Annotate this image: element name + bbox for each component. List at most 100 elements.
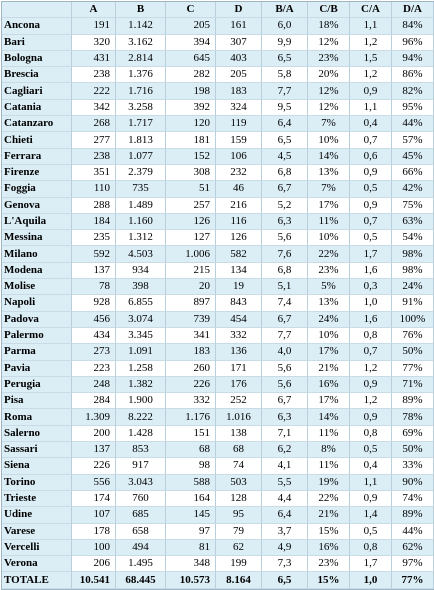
- b-cell: 2.814: [116, 50, 166, 68]
- c-cell: 260: [166, 360, 216, 377]
- b-over-a-cell: 6,4: [262, 116, 308, 133]
- c-cell: 183: [166, 344, 216, 361]
- d-cell: 324: [216, 99, 262, 117]
- b-over-a-cell: 3,7: [262, 523, 308, 540]
- c-over-a-cell: 0,8: [350, 539, 392, 557]
- city-cell: Catania: [2, 99, 72, 117]
- c-cell: 257: [166, 197, 216, 214]
- b-cell: 6.855: [116, 295, 166, 312]
- d-over-a-cell: 33%: [392, 458, 434, 475]
- city-cell: Ancona: [2, 18, 72, 35]
- d-over-a-cell: 74%: [392, 490, 434, 508]
- c-over-b-cell: 18%: [308, 18, 350, 35]
- b-over-a-cell: 5,6: [262, 230, 308, 247]
- table-row: Cagliari 222 1.716 198 183 7,7 12% 0,9 82%: [2, 83, 434, 100]
- b-over-a-cell: 4,5: [262, 148, 308, 165]
- d-cell: 134: [216, 262, 262, 280]
- d-cell: 1.016: [216, 409, 262, 426]
- b-over-a-cell: 7,3: [262, 556, 308, 573]
- b-cell: 398: [116, 279, 166, 296]
- header-city: [2, 2, 72, 19]
- d-over-a-cell: 82%: [392, 83, 434, 100]
- b-over-a-cell: 6,7: [262, 181, 308, 198]
- a-cell: 320: [72, 34, 116, 51]
- city-cell: Molise: [2, 279, 72, 296]
- c-over-a-cell: 0,9: [350, 164, 392, 182]
- c-over-b-cell: 21%: [308, 507, 350, 524]
- c-over-b-cell: 11%: [308, 425, 350, 443]
- d-cell: 106: [216, 148, 262, 165]
- d-over-a-cell: 44%: [392, 523, 434, 540]
- c-cell: 181: [166, 132, 216, 149]
- city-cell: Siena: [2, 458, 72, 475]
- a-cell: 238: [72, 67, 116, 84]
- d-cell: 183: [216, 83, 262, 100]
- a-cell: 226: [72, 458, 116, 475]
- d-over-a-cell: 89%: [392, 507, 434, 524]
- d-over-a-cell: 94%: [392, 50, 434, 68]
- city-cell: Foggia: [2, 181, 72, 198]
- b-cell: 1.900: [116, 393, 166, 410]
- c-cell: 332: [166, 393, 216, 410]
- c-over-a-cell: 1,6: [350, 262, 392, 280]
- c-over-a-cell: 0,8: [350, 425, 392, 443]
- header-d-over-a: D/A: [392, 2, 434, 19]
- b-cell: 4.503: [116, 246, 166, 263]
- b-over-a-cell: 5,6: [262, 360, 308, 377]
- table-row: Roma 1.309 8.222 1.176 1.016 6,3 14% 0,9 78%: [2, 409, 434, 426]
- b-cell: 494: [116, 539, 166, 557]
- c-over-b-cell: 12%: [308, 34, 350, 51]
- a-cell: 107: [72, 507, 116, 524]
- b-cell: 1.813: [116, 132, 166, 149]
- a-cell: 928: [72, 295, 116, 312]
- c-over-a-cell: 1,7: [350, 246, 392, 263]
- a-cell: 284: [72, 393, 116, 410]
- b-cell: 1.428: [116, 425, 166, 443]
- b-cell: 1.716: [116, 83, 166, 100]
- table-row: Siena 226 917 98 74 4,1 11% 0,4 33%: [2, 458, 434, 475]
- d-over-a-cell: 98%: [392, 246, 434, 263]
- c-over-b-cell: 22%: [308, 246, 350, 263]
- c-over-b-cell: 17%: [308, 393, 350, 410]
- city-cell: Chieti: [2, 132, 72, 149]
- a-cell: 174: [72, 490, 116, 508]
- c-cell: 215: [166, 262, 216, 280]
- city-cell: Palermo: [2, 327, 72, 345]
- table-row: L'Aquila 184 1.160 126 116 6,3 11% 0,7 63%: [2, 213, 434, 231]
- c-over-b-cell: 7%: [308, 181, 350, 198]
- c-cell: 151: [166, 425, 216, 443]
- d-over-a-cell: 98%: [392, 262, 434, 280]
- header-c-over-a: C/A: [350, 2, 392, 19]
- table-row: Trieste 174 760 164 128 4,4 22% 0,9 74%: [2, 490, 434, 508]
- b-over-a-cell: 6,5: [262, 50, 308, 68]
- city-cell: Pavia: [2, 360, 72, 377]
- table-row: Pisa 284 1.900 332 252 6,7 17% 1,2 89%: [2, 393, 434, 410]
- d-cell: 79: [216, 523, 262, 540]
- d-over-a-cell: 95%: [392, 99, 434, 117]
- c-over-a-cell: 0,9: [350, 376, 392, 394]
- c-cell: 68: [166, 442, 216, 459]
- c-over-b-cell: 14%: [308, 148, 350, 165]
- city-cell: Roma: [2, 409, 72, 426]
- b-over-a-cell: 9,5: [262, 99, 308, 117]
- city-cell: Messina: [2, 230, 72, 247]
- total-c-over-a: 1,0: [350, 572, 392, 589]
- d-cell: 582: [216, 246, 262, 263]
- city-cell: Bari: [2, 34, 72, 51]
- table-row: Sassari 137 853 68 68 6,2 8% 0,5 50%: [2, 442, 434, 459]
- total-d: 8.164: [216, 572, 262, 589]
- city-cell: L'Aquila: [2, 213, 72, 231]
- c-cell: 51: [166, 181, 216, 198]
- b-cell: 1.160: [116, 213, 166, 231]
- total-row: TOTALE 10.541 68.445 10.573 8.164 6,5 15…: [2, 572, 434, 589]
- a-cell: 248: [72, 376, 116, 394]
- table-row: Bari 320 3.162 394 307 9,9 12% 1,2 96%: [2, 34, 434, 51]
- a-cell: 592: [72, 246, 116, 263]
- c-over-b-cell: 11%: [308, 213, 350, 231]
- b-cell: 3.162: [116, 34, 166, 51]
- c-over-b-cell: 5%: [308, 279, 350, 296]
- c-cell: 205: [166, 18, 216, 35]
- header-c: C: [166, 2, 216, 19]
- a-cell: 235: [72, 230, 116, 247]
